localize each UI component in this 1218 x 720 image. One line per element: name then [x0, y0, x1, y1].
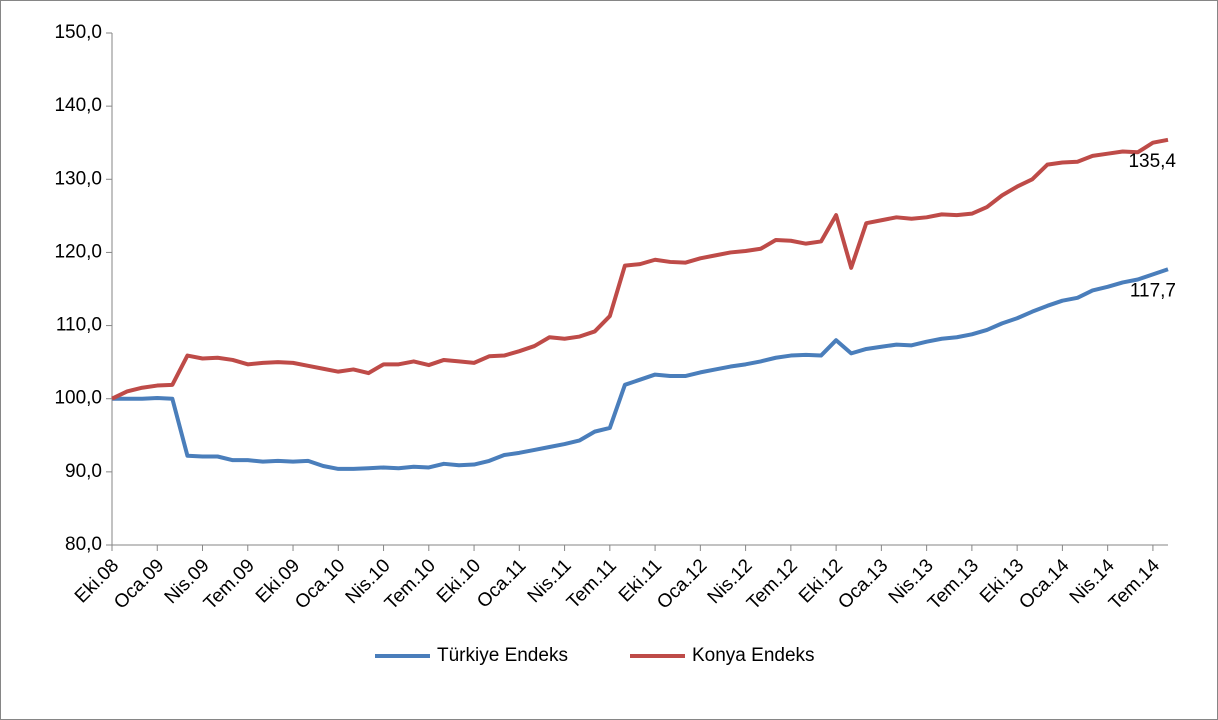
data-label: 135,4 — [1128, 151, 1176, 172]
y-tick-label: 150,0 — [54, 22, 102, 43]
legend-label: Türkiye Endeks — [437, 645, 568, 666]
y-tick-label: 140,0 — [54, 95, 102, 116]
y-tick-label: 110,0 — [56, 315, 102, 336]
y-tick-label: 100,0 — [54, 388, 102, 409]
data-label: 117,7 — [1130, 280, 1176, 301]
y-tick-label: 130,0 — [54, 168, 102, 189]
line-series — [111, 137, 1169, 401]
y-tick-label: 120,0 — [54, 241, 102, 262]
y-tick-label: 90,0 — [65, 461, 102, 482]
legend-label: Konya Endeks — [692, 645, 815, 666]
line-series — [112, 267, 1169, 471]
y-tick-label: 80,0 — [65, 534, 102, 555]
